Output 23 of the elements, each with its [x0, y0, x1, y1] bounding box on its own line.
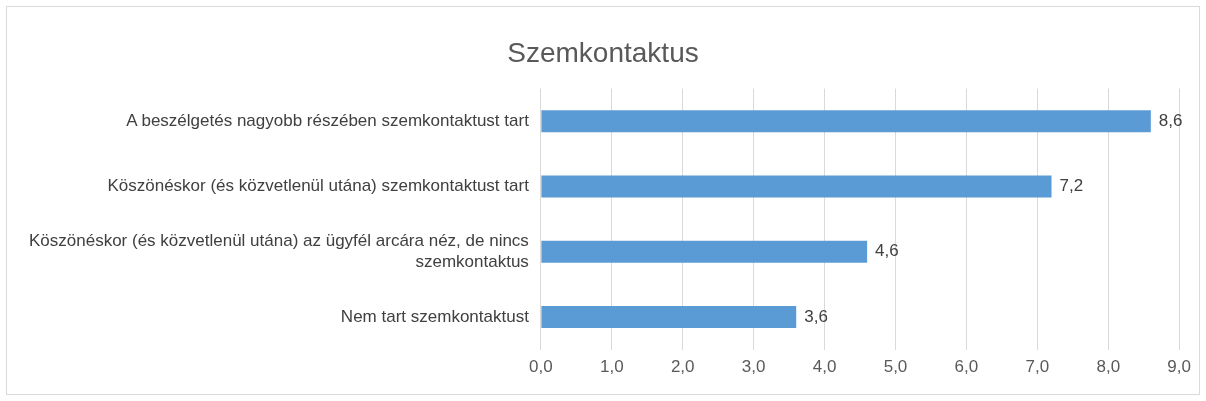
y-tick-label: Köszönéskor (és közvetlenül utána) az ügyfél arcára néz, de nincs szemkontaktus	[28, 231, 529, 271]
x-tick-label: 5,0	[883, 357, 908, 377]
bar	[541, 240, 868, 263]
x-tick-label: 0,0	[529, 357, 553, 377]
y-tick-label: Nem tart szemkontaktust	[340, 306, 530, 326]
x-tick-label: 1,0	[599, 357, 624, 377]
chart-title: Szemkontaktus	[507, 36, 699, 68]
data-label: 7,2	[1059, 176, 1084, 196]
x-tick-label: 2,0	[670, 357, 695, 377]
data-label: 3,6	[804, 306, 828, 326]
x-tick-label: 8,0	[1096, 357, 1121, 377]
x-tick-label: 3,0	[741, 357, 766, 377]
x-tick-label: 9,0	[1167, 357, 1191, 377]
y-tick-label: A beszélgetés nagyobb részében szemkontaktust tart	[126, 110, 530, 130]
data-label: 8,6	[1158, 110, 1183, 130]
bar	[541, 110, 1151, 133]
data-label: 4,6	[875, 241, 899, 261]
y-tick-label: Köszönéskor (és közvetlenül utána) szemkontaktust tart	[107, 176, 530, 196]
x-tick-label: 4,0	[812, 357, 837, 377]
bar	[541, 175, 1052, 198]
x-tick-label: 6,0	[954, 357, 979, 377]
bar	[541, 306, 797, 328]
x-tick-label: 7,0	[1025, 357, 1050, 377]
